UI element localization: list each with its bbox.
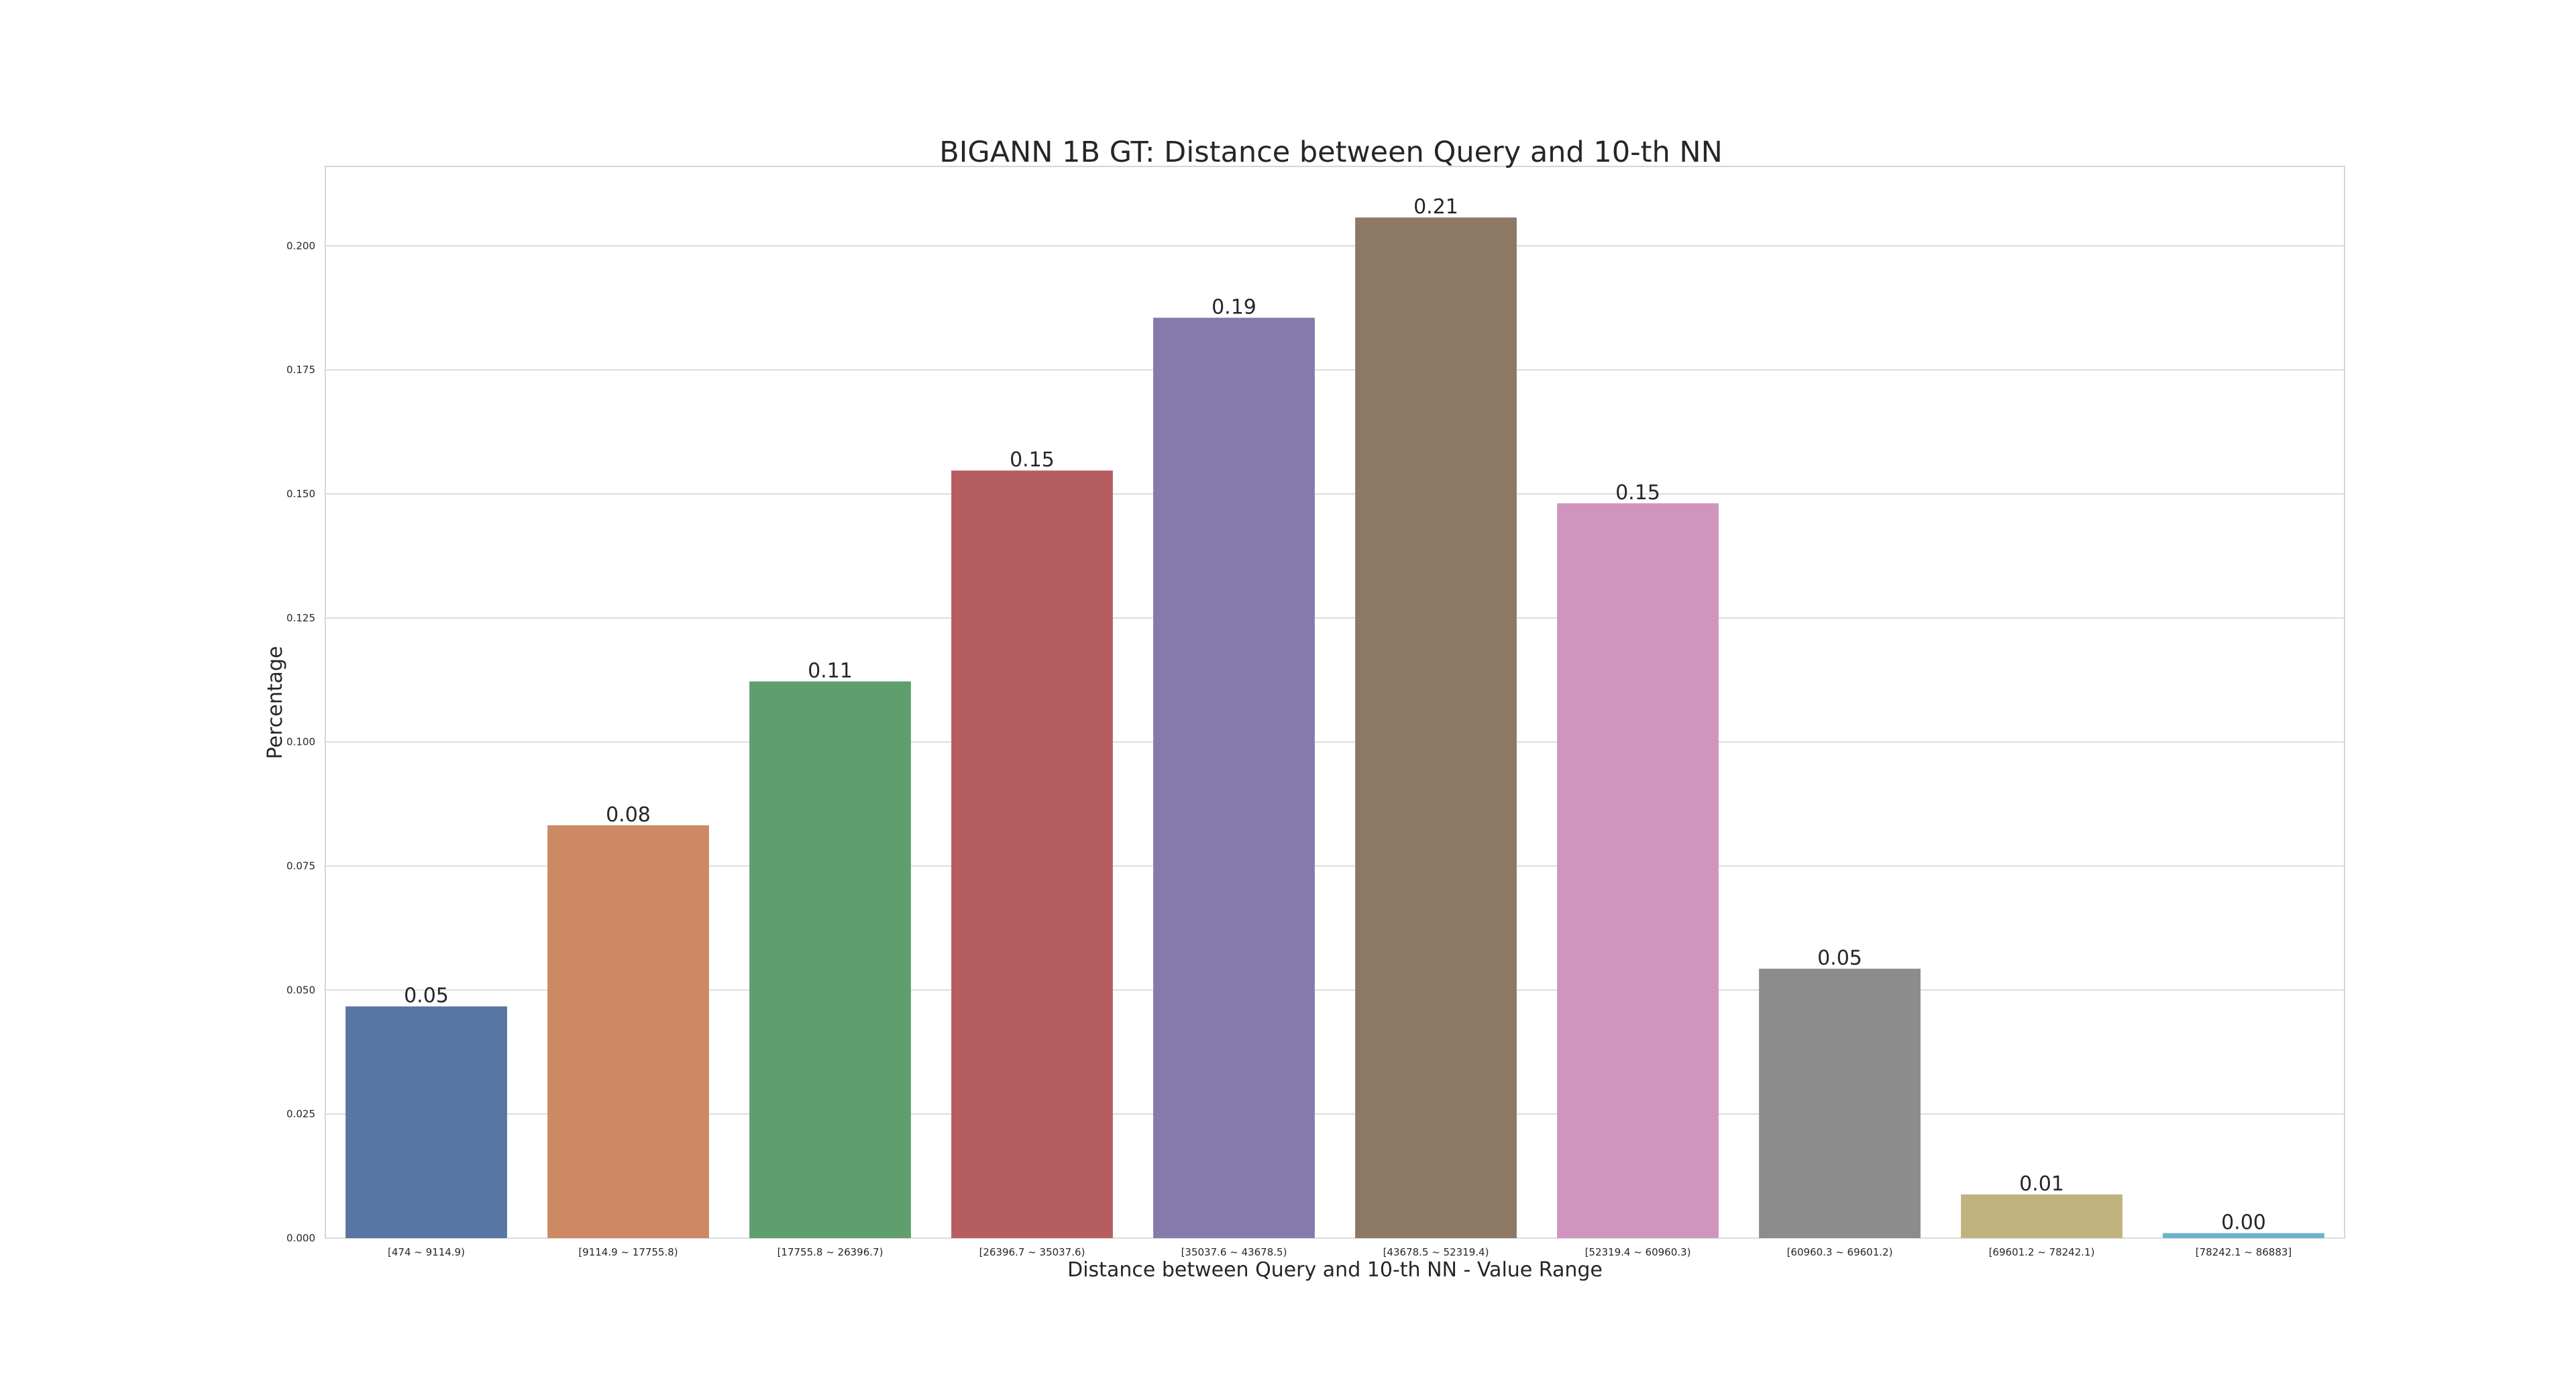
x-tick-label: [52319.4 ~ 60960.3) — [1585, 1246, 1691, 1258]
y-tick-label: 0.025 — [286, 1108, 315, 1120]
x-tick-label: [26396.7 ~ 35037.6) — [979, 1246, 1085, 1258]
y-tick-label: 0.200 — [286, 240, 315, 252]
bar — [749, 681, 911, 1238]
y-tick-label: 0.050 — [286, 984, 315, 996]
bar-value-labels: 0.05 0.08 0.11 0.15 0.19 0.21 0.15 0.05 0.01 0.00 — [404, 195, 2266, 1234]
x-tick-label: [60960.3 ~ 69601.2) — [1787, 1246, 1893, 1258]
bar-value-label: 0.01 — [2019, 1172, 2064, 1196]
x-tick-label: [35037.6 ~ 43678.5) — [1181, 1246, 1287, 1258]
bar — [1153, 317, 1315, 1238]
y-tick-label: 0.000 — [286, 1232, 315, 1244]
y-tick-label: 0.075 — [286, 860, 315, 872]
y-tick-label: 0.175 — [286, 364, 315, 376]
chart-title: BIGANN 1B GT: Distance between Query and… — [939, 136, 1723, 169]
bars — [345, 217, 2324, 1239]
x-axis-ticks: [474 ~ 9114.9) [9114.9 ~ 17755.8) [17755.8… — [388, 1246, 2292, 1258]
bar-value-label: 0.21 — [1413, 195, 1458, 219]
bar-value-label: 0.00 — [2221, 1211, 2266, 1235]
y-axis-title: Percentage — [264, 646, 287, 760]
y-tick-label: 0.100 — [286, 736, 315, 748]
bar-value-label: 0.05 — [404, 984, 449, 1008]
bar-value-label: 0.19 — [1212, 296, 1256, 319]
x-tick-label: [69601.2 ~ 78242.1) — [1989, 1246, 2095, 1258]
bar — [2163, 1233, 2324, 1238]
bar — [547, 825, 709, 1238]
bar-value-label: 0.15 — [1010, 448, 1055, 472]
y-tick-label: 0.125 — [286, 612, 315, 624]
bar — [1759, 968, 1921, 1238]
bar-value-label: 0.08 — [606, 803, 651, 827]
x-tick-label: [9114.9 ~ 17755.8) — [578, 1246, 678, 1258]
x-tick-label: [474 ~ 9114.9) — [388, 1246, 465, 1258]
bar — [345, 1006, 507, 1238]
bar-value-label: 0.11 — [808, 659, 853, 682]
bar-value-label: 0.05 — [1817, 947, 1862, 970]
x-tick-label: [43678.5 ~ 52319.4) — [1383, 1246, 1489, 1258]
bar-value-label: 0.15 — [1615, 481, 1660, 505]
bar — [1355, 217, 1517, 1239]
bar — [1961, 1194, 2123, 1238]
y-axis-ticks: 0.000 0.025 0.050 0.075 0.100 0.125 0.150 0.175… — [286, 240, 315, 1244]
x-tick-label: [78242.1 ~ 86883] — [2196, 1246, 2292, 1258]
x-axis-title: Distance between Query and 10-th NN - Va… — [1067, 1258, 1603, 1282]
x-tick-label: [17755.8 ~ 26396.7) — [777, 1246, 883, 1258]
y-tick-label: 0.150 — [286, 488, 315, 500]
bar — [951, 470, 1113, 1238]
bar — [1557, 503, 1719, 1238]
